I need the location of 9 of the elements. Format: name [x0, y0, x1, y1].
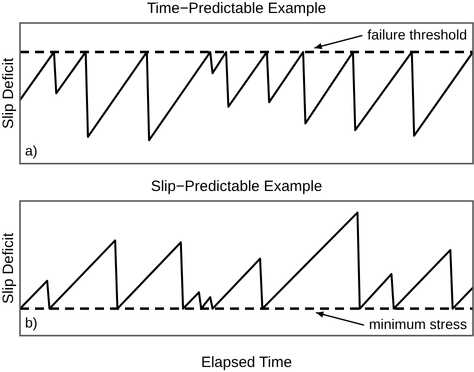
text: failure threshold: [367, 26, 467, 42]
annotation: a): [25, 142, 38, 158]
y-axis-title: Slip Deficit: [0, 57, 18, 129]
x-axis-title: Elapsed Time: [201, 354, 292, 372]
text: minimum stress: [368, 316, 467, 332]
y-axis-title: Slip Deficit: [0, 232, 18, 304]
text: b): [25, 314, 38, 330]
chart-title: Time−Predictable Example: [146, 0, 326, 18]
chart-title: Slip−Predictable Example: [150, 178, 322, 196]
